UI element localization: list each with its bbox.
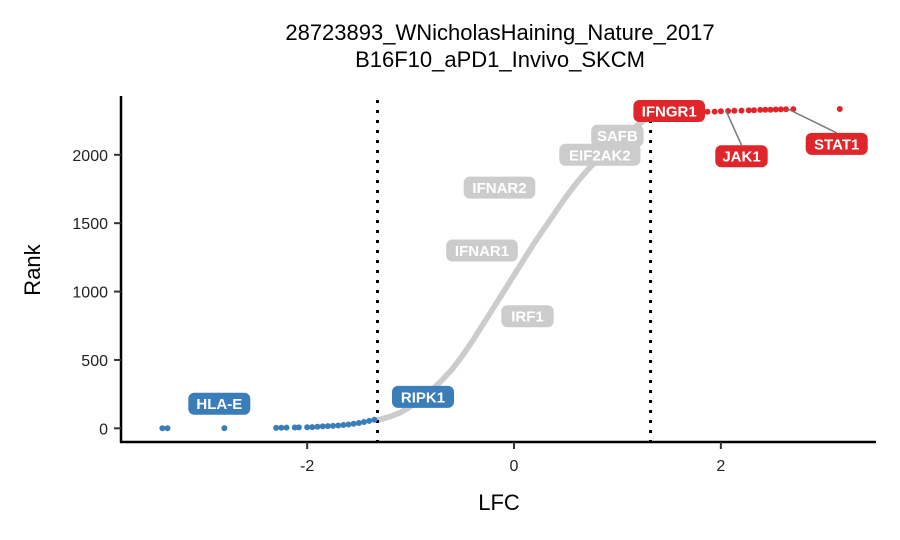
down-point: [221, 425, 228, 432]
gene-label: IFNAR2: [472, 180, 526, 197]
y-axis-title: Rank: [20, 243, 45, 295]
gene-label-box: [392, 385, 454, 408]
up-point: [767, 106, 774, 113]
up-point: [772, 106, 779, 113]
up-point: [783, 106, 789, 113]
gene-label-box: [633, 100, 705, 122]
gene-label-box: [559, 143, 641, 166]
label-connector: [787, 108, 838, 134]
down-point: [283, 424, 290, 431]
down-point: [309, 424, 316, 431]
gene-label: SAFB: [597, 128, 638, 145]
down-point: [330, 422, 336, 429]
gene-label: HLA-E: [196, 396, 242, 413]
up-point: [762, 106, 769, 113]
label-connector: [725, 110, 743, 146]
gene-label-box: [805, 132, 868, 155]
down-point: [366, 417, 373, 424]
up-point: [836, 106, 843, 112]
up-point: [738, 107, 745, 114]
down-point: [278, 424, 285, 431]
x-tick-label: -2: [300, 458, 314, 475]
down-point: [350, 420, 357, 427]
x-axis-ticks: -2 0 2: [300, 442, 725, 475]
chart-title: 28723893_WNicholasHaining_Nature_2017: [285, 20, 714, 45]
gene-label-box: [501, 305, 554, 328]
down-point: [159, 425, 166, 432]
plot-area: HLA-E RIPK1 IRF1 IFNAR1 IFNAR2 EIF2AK2 SAFBIFN…: [159, 100, 868, 442]
gene-label: IRF1: [511, 309, 544, 326]
down-point: [345, 421, 352, 428]
x-tick-label: 2: [716, 458, 725, 475]
gene-label-box: [188, 392, 251, 415]
up-point: [711, 108, 718, 115]
y-tick-label: 2000: [72, 148, 108, 165]
y-tick-label: 1500: [72, 216, 108, 233]
gene-label-box: [463, 176, 536, 199]
up-point: [757, 106, 764, 113]
up-point: [704, 108, 711, 115]
gene-label-box: [591, 124, 644, 147]
up-point: [731, 107, 738, 114]
down-point: [355, 420, 362, 426]
down-point: [295, 424, 302, 431]
up-point: [745, 107, 752, 114]
down-point: [371, 416, 378, 423]
up-point: [717, 108, 724, 115]
chart-subtitle: B16F10_aPD1_Invivo_SKCM: [355, 47, 645, 72]
down-point: [319, 423, 326, 430]
y-tick-label: 0: [99, 421, 108, 438]
x-axis-title: LFC: [478, 490, 520, 515]
up-point: [777, 106, 784, 113]
down-point: [324, 423, 331, 430]
down-point: [335, 422, 342, 429]
down-point: [304, 424, 311, 431]
gene-label: EIF2AK2: [569, 147, 631, 164]
gene-label-box: [715, 145, 768, 168]
y-tick-label: 1000: [72, 285, 108, 302]
down-point: [164, 425, 171, 432]
down-point: [361, 419, 367, 425]
gene-label: RIPK1: [401, 389, 445, 406]
y-axis-ticks: 0 500 1000 1500 2000: [72, 148, 121, 438]
gene-label: JAK1: [722, 149, 760, 166]
gene-label: IFNAR1: [455, 243, 509, 260]
up-point: [751, 107, 757, 114]
down-point: [314, 423, 321, 430]
down-point: [273, 424, 280, 431]
gene-label-box: [446, 239, 518, 262]
x-tick-label: 0: [510, 458, 519, 475]
gene-label: IFNGR1: [642, 104, 697, 121]
down-point: [340, 422, 347, 428]
y-tick-label: 500: [81, 353, 108, 370]
gene-label: STAT1: [814, 136, 859, 153]
